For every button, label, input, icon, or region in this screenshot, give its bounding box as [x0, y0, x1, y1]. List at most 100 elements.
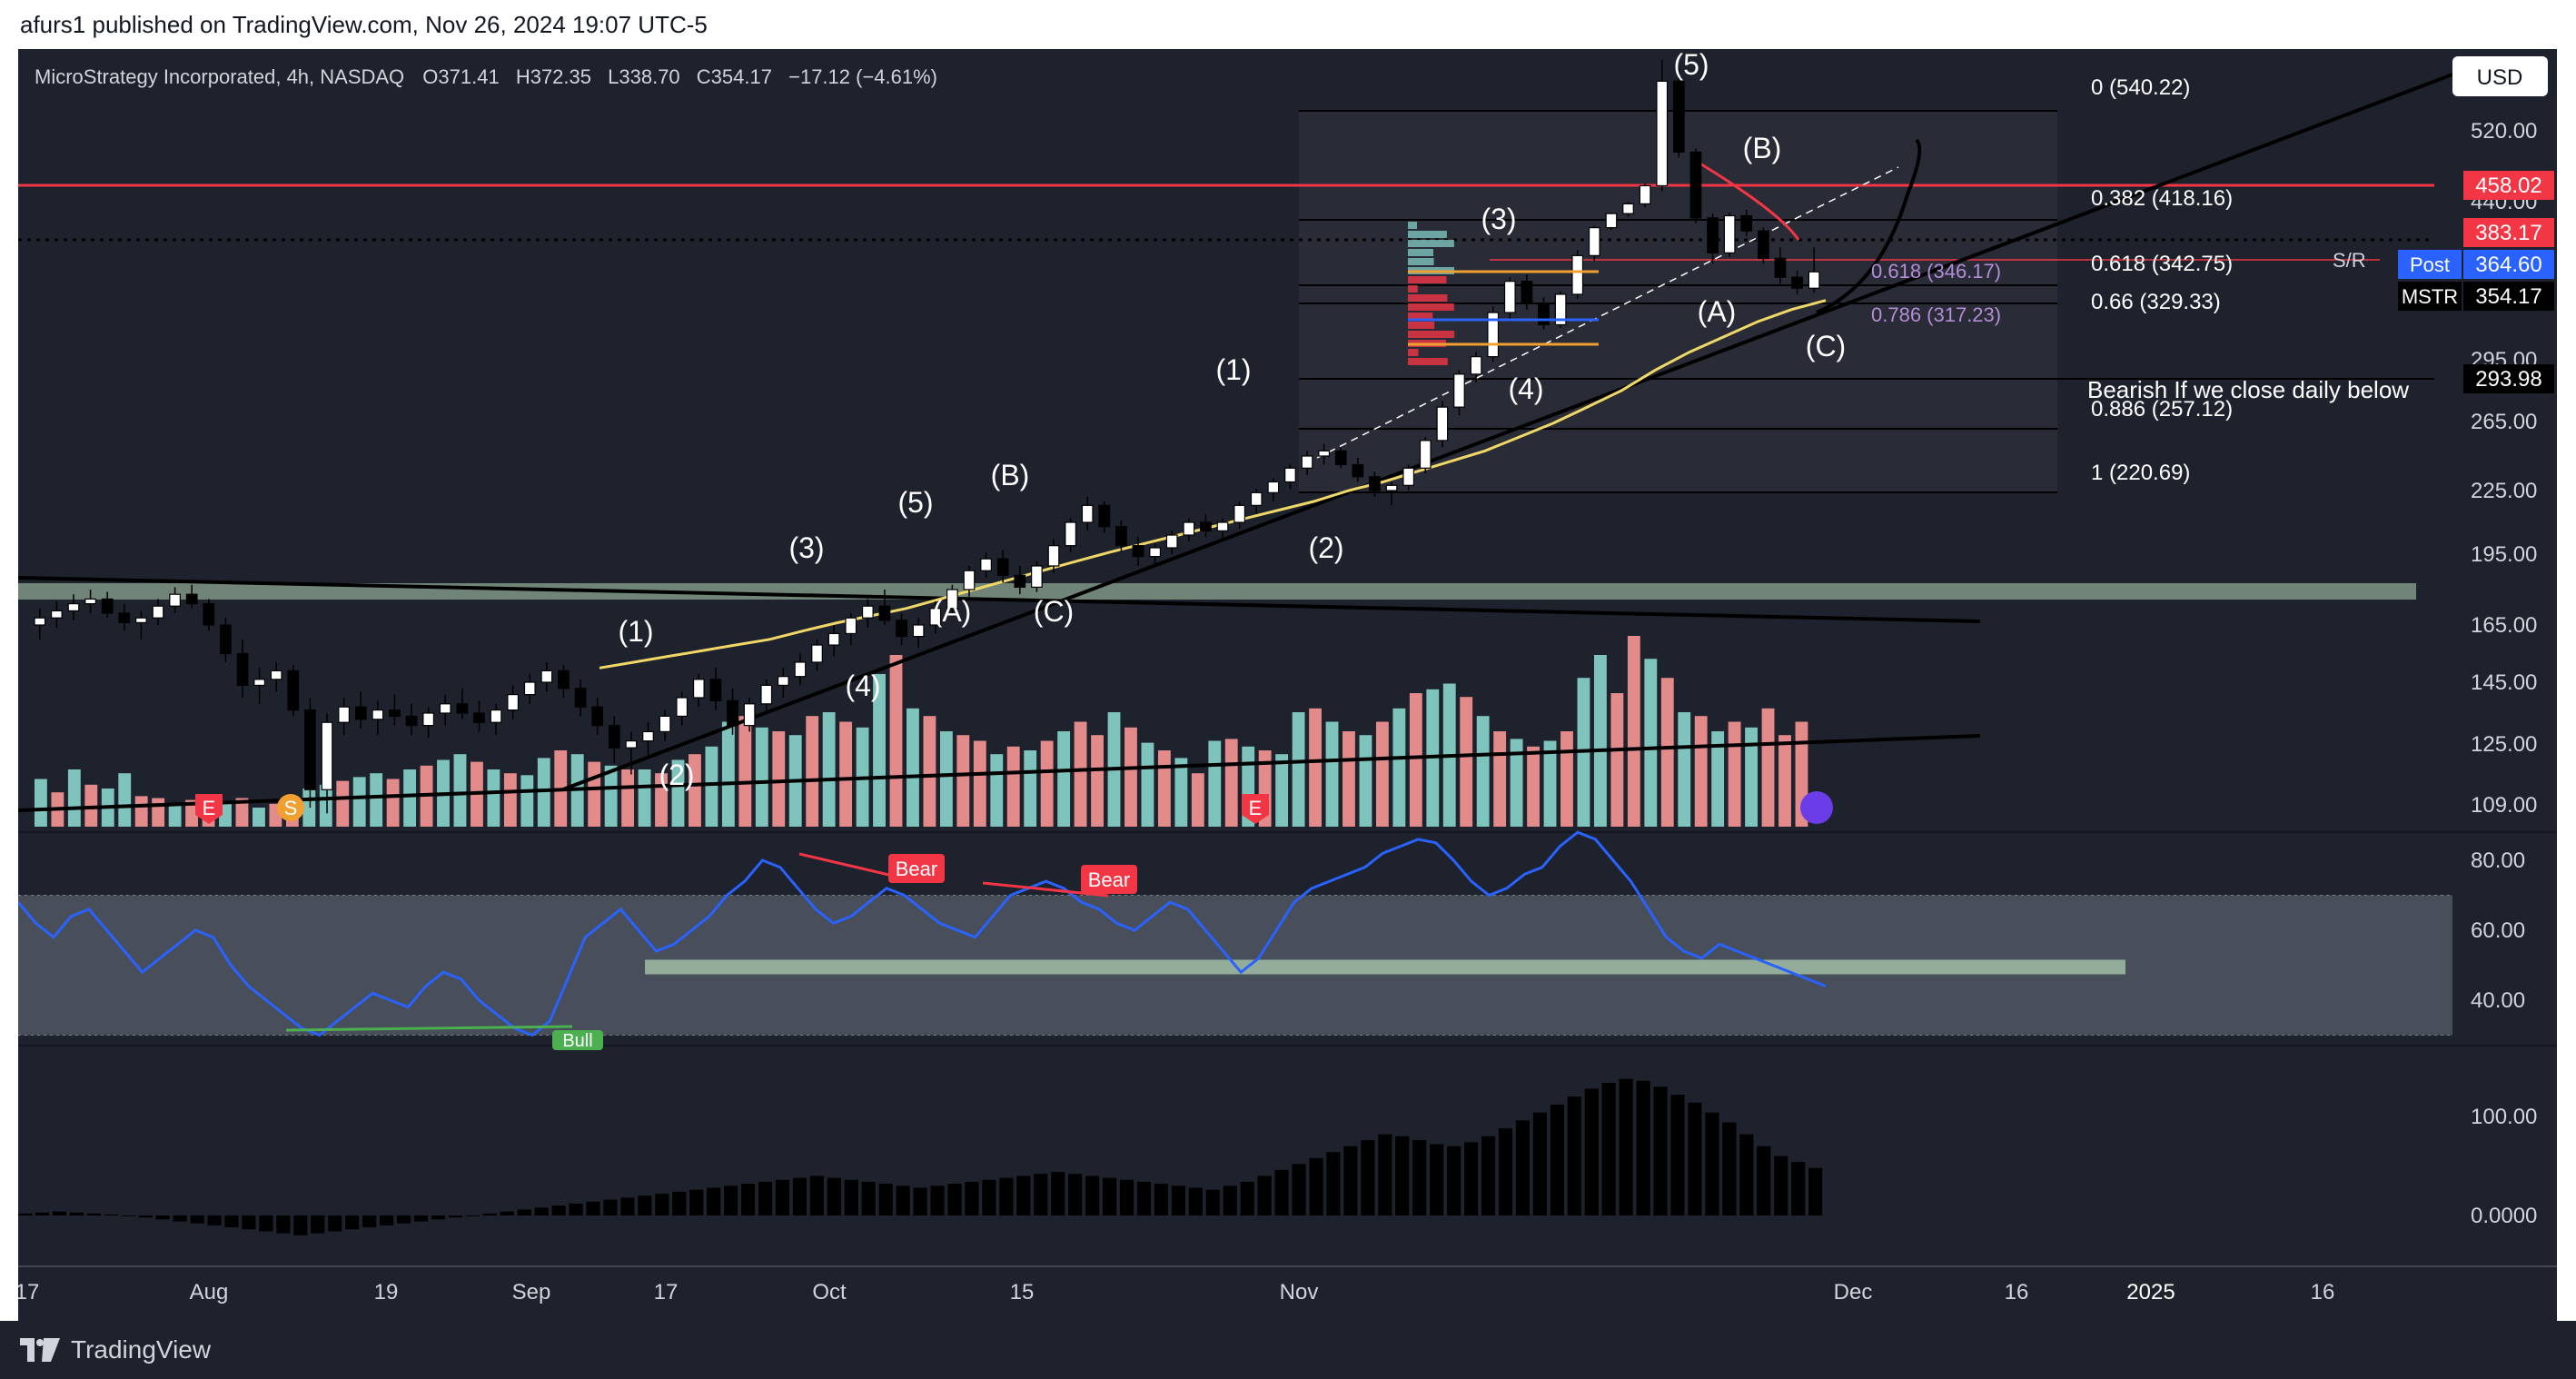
candle-body	[946, 589, 958, 610]
profile-bar	[1408, 294, 1448, 302]
volume-bar	[806, 716, 819, 827]
macd-bar	[190, 1215, 204, 1224]
macd-bar	[1412, 1140, 1427, 1215]
chart-area[interactable]: (1) (2) (3) (4) (5) (A) (B) (C) (1) (2) (3) (4) (5) (…	[15, 48, 2557, 1321]
time-tick: Oct	[812, 1280, 847, 1305]
candle-body	[845, 617, 857, 635]
dashed-channel	[1316, 166, 1899, 459]
price-label: 354.17	[2475, 284, 2541, 309]
candle-body	[1470, 356, 1482, 375]
candle-body	[270, 670, 282, 680]
price-axis[interactable]: 520.00440.00295.00265.00225.00195.00165.…	[2398, 119, 2554, 818]
candle-body	[185, 593, 198, 605]
time-tick: Aug	[190, 1280, 229, 1305]
candle-body	[1267, 481, 1280, 493]
time-tick: Dec	[1834, 1280, 1873, 1305]
macd-bar	[517, 1209, 531, 1215]
macd-bar	[913, 1187, 927, 1215]
rsi-pane[interactable]: Bear Bear Bull 80.00 60.00 40.00	[16, 830, 2525, 1051]
volume-bar	[1309, 708, 1322, 827]
currency-label: USD	[2477, 65, 2523, 90]
macd-bar	[586, 1201, 600, 1215]
price-tag: MSTR	[2402, 285, 2458, 308]
candle-body	[540, 670, 553, 683]
candle-body	[1521, 281, 1533, 304]
macd-bar	[345, 1215, 360, 1230]
macd-pane[interactable]: 100.00 0.0000	[18, 1078, 2537, 1235]
macd-bar	[413, 1215, 429, 1222]
trendlines[interactable]	[17, 73, 2453, 812]
candle-body	[1571, 254, 1584, 295]
legend-low: L338.70	[608, 65, 680, 88]
macd-bar	[482, 1213, 497, 1215]
candle-body	[1791, 276, 1803, 289]
tradingview-brand: TradingView	[71, 1335, 212, 1364]
fib-inner-label: 0.786 (317.23)	[1871, 303, 2001, 326]
volume-bar	[1359, 735, 1372, 827]
split-marker	[277, 794, 304, 821]
time-tick: 17	[654, 1280, 679, 1305]
time-tick: 16	[2311, 1280, 2335, 1305]
macd-bar	[827, 1177, 841, 1215]
price-label-bg	[2463, 250, 2554, 279]
candle-body	[1689, 151, 1702, 219]
time-axis[interactable]: 17 Aug 19 Sep 17 Oct 15 Nov Dec 16 2025 16	[15, 1280, 2335, 1305]
volume-bar	[1593, 655, 1607, 827]
candle-body	[1098, 504, 1111, 528]
event-marker-label: S	[284, 797, 298, 819]
time-tick: 17	[18, 1280, 39, 1305]
candle-body	[1081, 504, 1094, 523]
candle-body	[1774, 257, 1787, 278]
price-label: 458.02	[2475, 174, 2541, 198]
volume-bar	[118, 773, 132, 827]
price-tick: 145.00	[2471, 670, 2537, 695]
volume-bar	[1543, 740, 1557, 827]
volume-bar	[939, 731, 953, 827]
macd-bar	[672, 1191, 687, 1215]
profile-bar	[1408, 249, 1433, 256]
volume-bar	[1292, 712, 1305, 827]
candle-body	[1284, 467, 1296, 483]
macd-bar	[1705, 1112, 1719, 1215]
support-zones	[18, 583, 2416, 600]
macd-bar	[1343, 1146, 1358, 1215]
tradingview-logo-icon	[20, 1338, 60, 1362]
candle-body	[1740, 214, 1753, 232]
candle-body	[473, 712, 485, 723]
macd-bar	[362, 1215, 377, 1228]
candlesticks[interactable]	[34, 60, 1820, 814]
macd-bar	[293, 1215, 308, 1235]
wave-label: (5)	[1673, 49, 1709, 81]
candle-body	[1605, 213, 1618, 229]
candle-body	[1132, 545, 1144, 558]
candle-body	[84, 598, 96, 605]
chart-canvas[interactable]: (1) (2) (3) (4) (5) (A) (B) (C) (1) (2) (3) (4) (5) (…	[15, 48, 2557, 1321]
candle-body	[591, 706, 604, 727]
event-marker-label: E	[203, 797, 216, 819]
macd-bar	[276, 1215, 291, 1234]
candle-body	[1065, 521, 1076, 547]
currency-button[interactable]	[2452, 56, 2548, 96]
profile-bar	[1408, 331, 1455, 338]
profile-bar	[1408, 349, 1419, 356]
candle-body	[338, 706, 351, 723]
price-label: 364.60	[2475, 253, 2541, 277]
profile-bar	[1408, 322, 1435, 329]
candle-body	[67, 602, 80, 611]
macd-bar	[1188, 1187, 1203, 1215]
candle-body	[929, 608, 942, 626]
volume-bar	[185, 799, 199, 827]
volume-bar	[588, 761, 601, 827]
candle-body	[1419, 440, 1432, 469]
tradingview-logo[interactable]: TradingView	[20, 1334, 211, 1366]
legend-change: −17.12 (−4.61%)	[788, 65, 937, 88]
volume-bar	[1006, 746, 1020, 827]
macd-bar	[1498, 1128, 1513, 1215]
volume-bar	[1125, 727, 1137, 827]
volume-bar	[67, 769, 81, 827]
ema-line	[599, 299, 1827, 670]
fib-level-label: 1 (220.69)	[2091, 461, 2190, 485]
volume-bar	[336, 780, 350, 827]
volume-bar	[1040, 740, 1054, 827]
